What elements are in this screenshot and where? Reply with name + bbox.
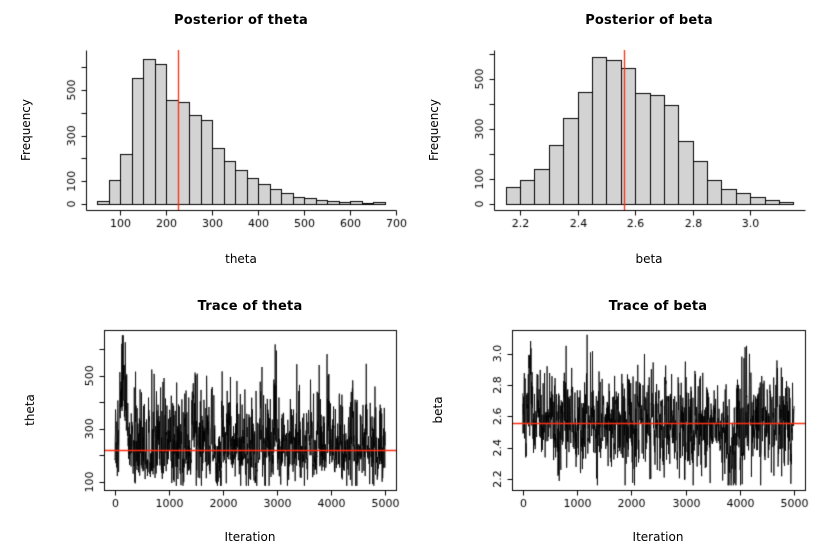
x-axis-label: Iteration (632, 530, 684, 544)
chart-title: Posterior of theta (174, 13, 308, 28)
y-axis-label: Frequency (19, 99, 33, 161)
chart-title: Posterior of beta (585, 13, 713, 28)
trace-theta-canvas (0, 278, 408, 556)
y-axis-label: beta (431, 396, 445, 424)
posterior-beta-histogram-canvas (408, 0, 817, 278)
panel-trace-beta: Trace of beta beta Iteration (408, 278, 817, 556)
chart-title: Trace of theta (197, 299, 303, 314)
y-axis-label: Frequency (427, 99, 441, 161)
y-axis-label: theta (23, 394, 37, 426)
panel-posterior-theta: Posterior of theta Frequency theta (0, 0, 408, 278)
posterior-theta-histogram-canvas (0, 0, 408, 278)
trace-beta-canvas (408, 278, 817, 556)
x-axis-label: Iteration (224, 530, 276, 544)
chart-title: Trace of beta (608, 299, 708, 314)
x-axis-label: beta (635, 252, 663, 266)
panel-posterior-beta: Posterior of beta Frequency beta (408, 0, 817, 278)
panel-trace-theta: Trace of theta theta Iteration (0, 278, 408, 556)
x-axis-label: theta (225, 252, 257, 266)
